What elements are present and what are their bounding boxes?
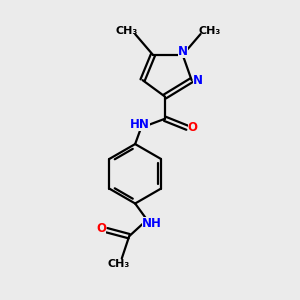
- Text: N: N: [178, 45, 188, 58]
- Text: NH: NH: [142, 217, 161, 230]
- Text: HN: HN: [130, 118, 149, 130]
- Text: N: N: [193, 74, 202, 87]
- Text: CH₃: CH₃: [108, 260, 130, 269]
- Text: O: O: [188, 121, 197, 134]
- Text: CH₃: CH₃: [199, 26, 221, 35]
- Text: CH₃: CH₃: [115, 26, 137, 35]
- Text: O: O: [96, 222, 106, 235]
